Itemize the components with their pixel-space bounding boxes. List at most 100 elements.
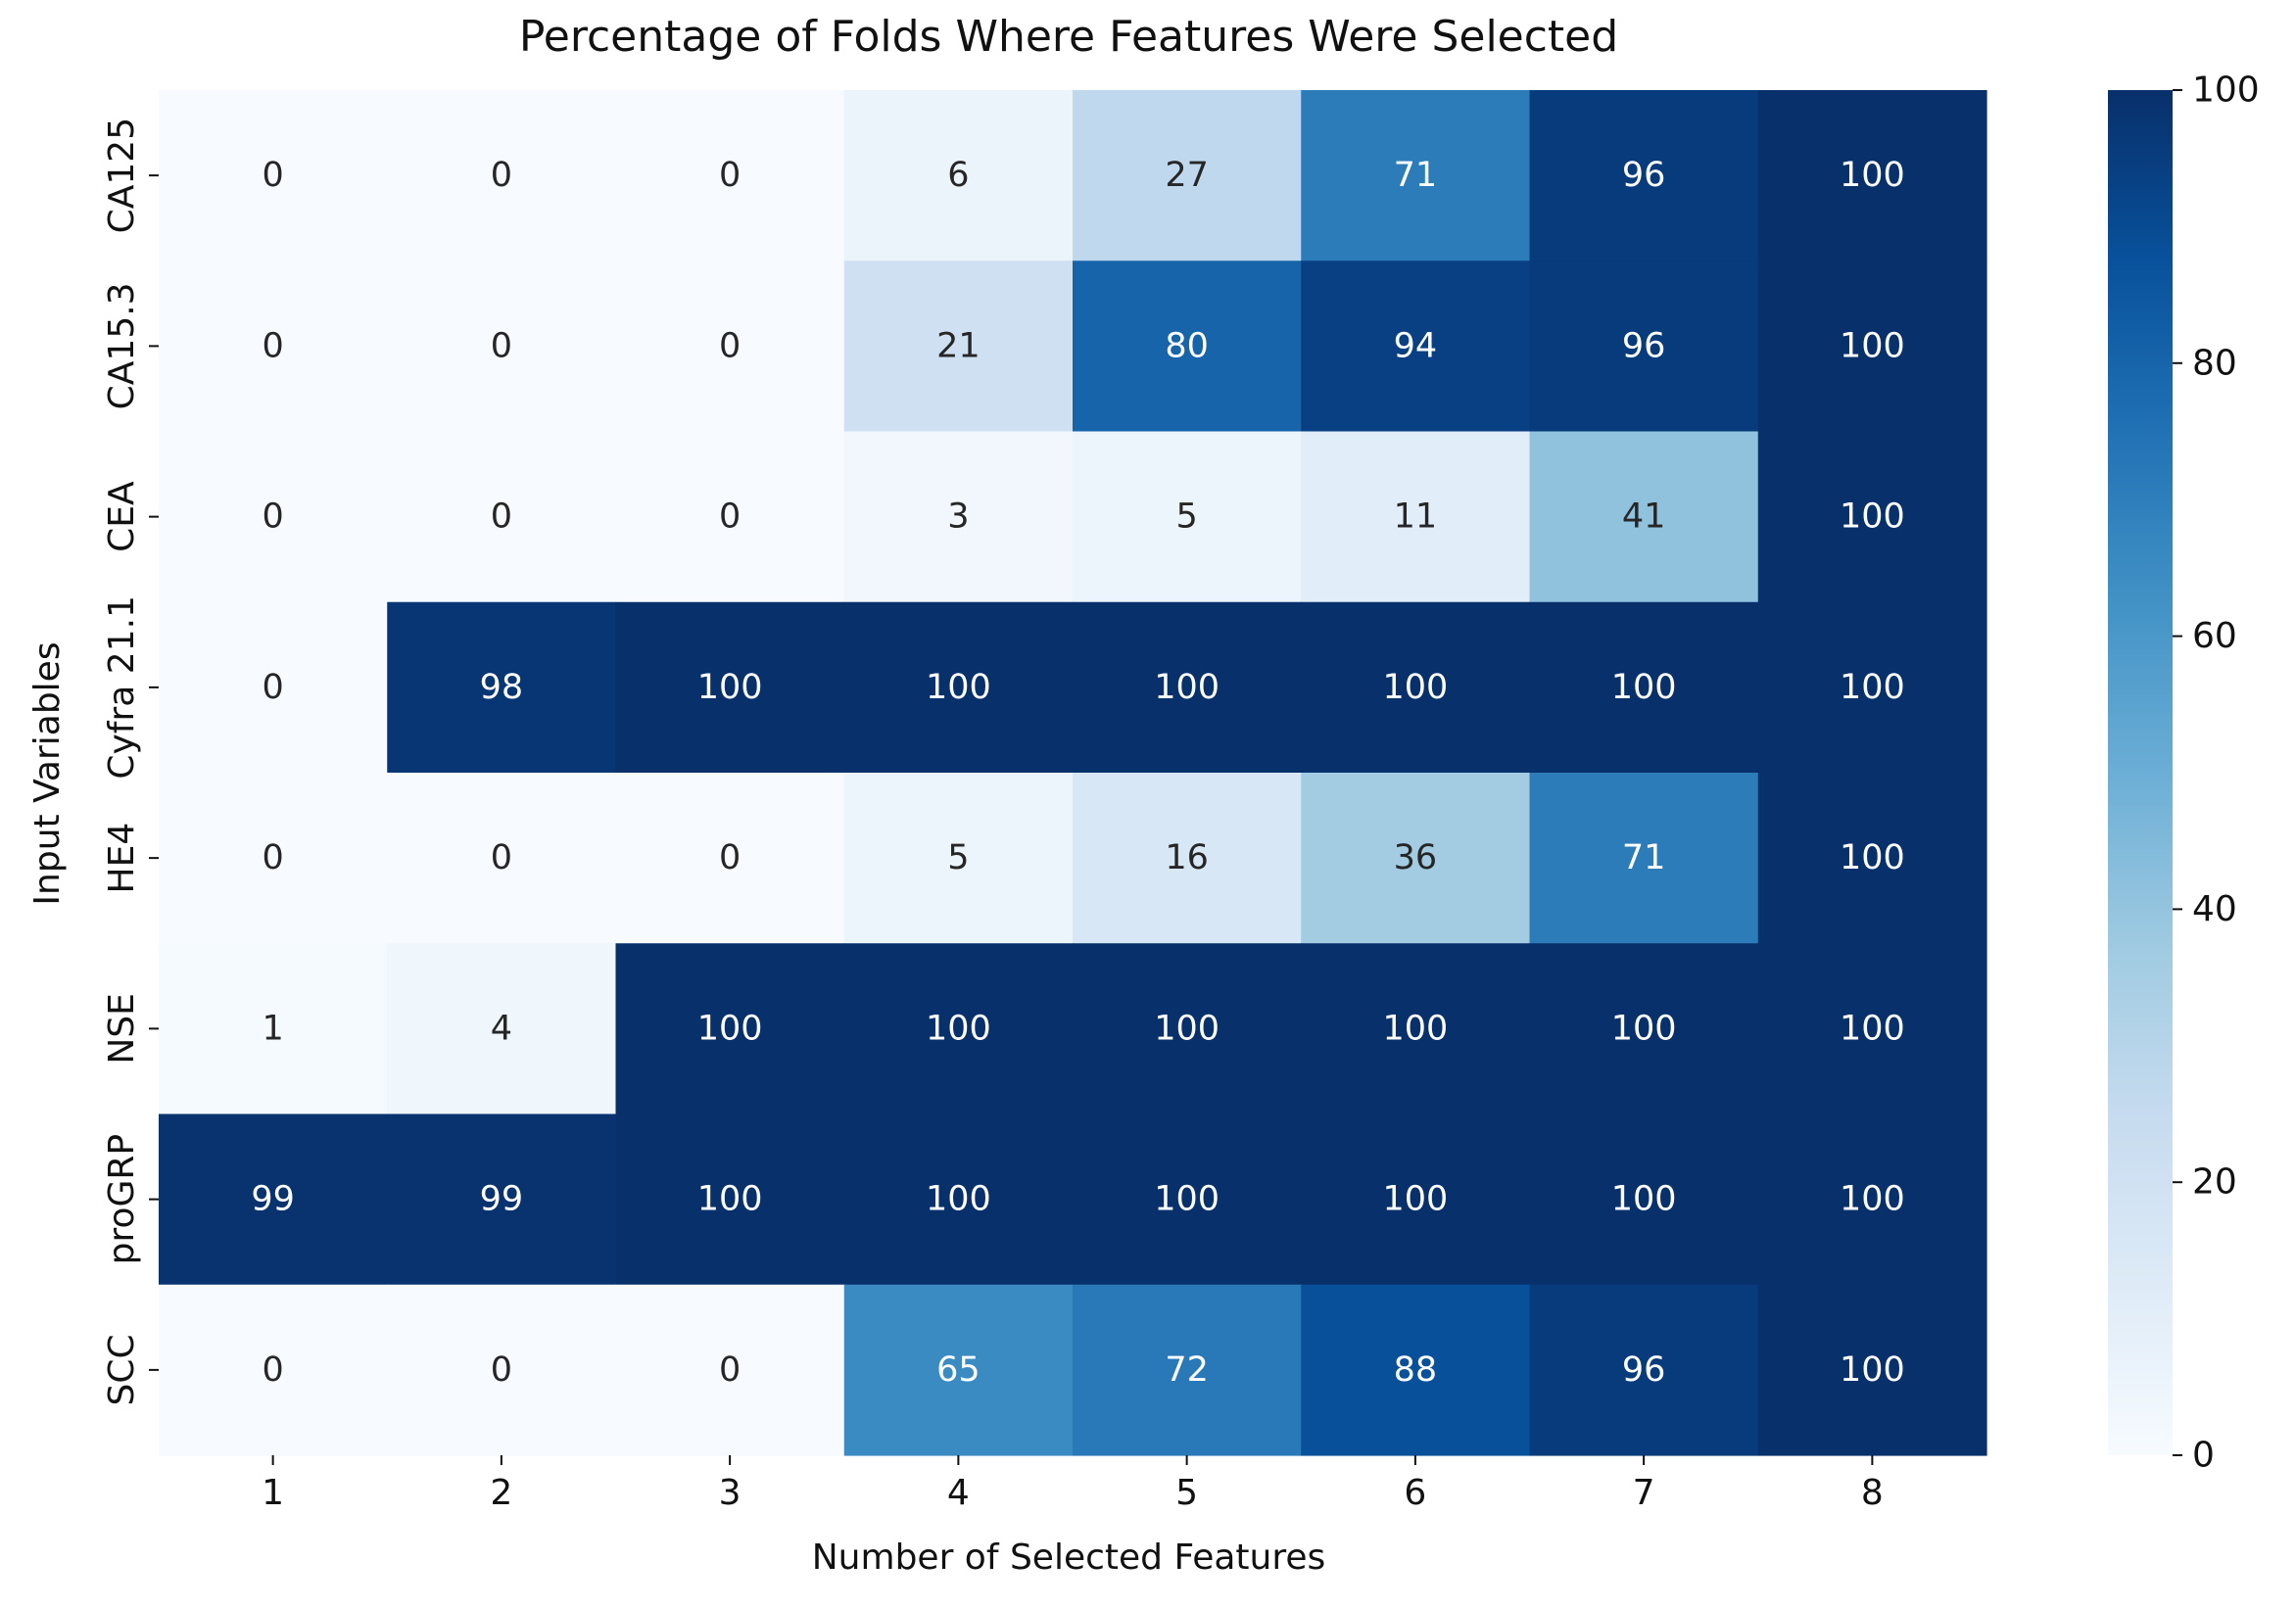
cell-value-label: 36 bbox=[1394, 838, 1438, 877]
cell-value-label: 0 bbox=[491, 156, 512, 195]
cell-value-label: 100 bbox=[697, 1180, 763, 1219]
colorbar bbox=[2108, 90, 2173, 1455]
cell-value-label: 98 bbox=[480, 668, 524, 707]
heatmap-cell bbox=[1301, 601, 1531, 774]
x-tick-label: 3 bbox=[719, 1473, 741, 1513]
cell-value-label: 21 bbox=[936, 326, 981, 365]
cell-value-label: 100 bbox=[1840, 156, 1905, 195]
cell-value-label: 100 bbox=[1611, 1180, 1677, 1219]
cell-value-label: 100 bbox=[1840, 668, 1905, 707]
x-tick-label: 6 bbox=[1404, 1473, 1426, 1513]
heatmap-cell bbox=[1301, 773, 1531, 944]
cell-value-label: 100 bbox=[926, 1180, 991, 1219]
cell-value-label: 5 bbox=[1175, 497, 1197, 537]
cell-value-label: 72 bbox=[1165, 1350, 1209, 1390]
heatmap-cell bbox=[1073, 601, 1302, 774]
heatmap-cell bbox=[159, 431, 388, 603]
cell-value-label: 0 bbox=[491, 838, 512, 877]
cell-value-label: 41 bbox=[1622, 497, 1666, 537]
y-tick-label: CA125 bbox=[102, 118, 142, 233]
x-axis-label: Number of Selected Features bbox=[812, 1538, 1326, 1578]
heatmap-cell bbox=[387, 1113, 617, 1286]
heatmap-cell bbox=[387, 260, 617, 433]
cell-value-label: 0 bbox=[491, 1350, 512, 1390]
y-tick-label: CA15.3 bbox=[102, 282, 142, 409]
heatmap-cell bbox=[615, 431, 845, 603]
cell-value-label: 0 bbox=[262, 326, 283, 365]
cell-value-label: 100 bbox=[926, 1009, 991, 1048]
chart-title: Percentage of Folds Where Features Were … bbox=[519, 12, 1618, 62]
heatmap-cell bbox=[615, 260, 845, 433]
cell-value-label: 99 bbox=[480, 1180, 524, 1219]
cell-value-label: 100 bbox=[1840, 497, 1905, 537]
heatmap-cell bbox=[1073, 431, 1302, 603]
cell-value-label: 0 bbox=[262, 156, 283, 195]
heatmap-cell bbox=[1757, 1113, 1987, 1286]
cell-value-label: 0 bbox=[719, 838, 741, 877]
y-tick-label: NSE bbox=[102, 993, 142, 1065]
y-tick-label: HE4 bbox=[102, 823, 142, 894]
heatmap-cell bbox=[1529, 943, 1759, 1115]
cell-value-label: 100 bbox=[1154, 1180, 1220, 1219]
heatmap-cell bbox=[1073, 90, 1302, 261]
heatmap-cell bbox=[615, 1284, 845, 1456]
cell-value-label: 0 bbox=[719, 497, 741, 537]
heatmap-cell bbox=[159, 773, 388, 944]
cell-value-label: 3 bbox=[947, 497, 969, 537]
cell-value-label: 100 bbox=[1382, 1180, 1448, 1219]
cell-value-label: 71 bbox=[1394, 156, 1438, 195]
heatmap-cell bbox=[1073, 773, 1302, 944]
heatmap-cell bbox=[1757, 601, 1987, 774]
x-tick-label: 1 bbox=[262, 1473, 284, 1513]
cell-value-label: 96 bbox=[1622, 326, 1666, 365]
heatmap-cell bbox=[1529, 601, 1759, 774]
cell-value-label: 100 bbox=[1154, 668, 1220, 707]
heatmap-cell bbox=[387, 773, 617, 944]
colorbar-tick-label: 100 bbox=[2192, 71, 2260, 111]
heatmap-cell bbox=[1529, 1284, 1759, 1456]
cell-value-label: 0 bbox=[719, 326, 741, 365]
heatmap-cell bbox=[1301, 431, 1531, 603]
x-axis: 1 2 3 4 5 6 7 8 bbox=[262, 1455, 1884, 1513]
y-axis-label: Input Variables bbox=[27, 641, 68, 905]
cell-value-label: 0 bbox=[262, 497, 283, 537]
heatmap-cell bbox=[387, 90, 617, 261]
heatmap-cell bbox=[615, 1113, 845, 1286]
heatmap-cell bbox=[1529, 431, 1759, 603]
heatmap-cell bbox=[843, 431, 1074, 603]
cell-value-label: 0 bbox=[262, 838, 283, 877]
y-tick-label: proGRP bbox=[102, 1134, 142, 1265]
heatmap-cell bbox=[387, 1284, 617, 1456]
cell-value-label: 100 bbox=[1840, 838, 1905, 877]
heatmap-cell bbox=[1301, 1284, 1531, 1456]
heatmap-cell bbox=[615, 90, 845, 261]
cell-value-label: 100 bbox=[1611, 668, 1677, 707]
cell-value-label: 100 bbox=[1840, 1180, 1905, 1219]
y-axis: CA125 CA15.3 CEA Cyfra 21.1 HE4 NSE proGRP SCC bbox=[102, 118, 159, 1405]
cell-value-label: 0 bbox=[262, 1350, 283, 1390]
cell-value-label: 96 bbox=[1622, 1350, 1666, 1390]
cell-value-label: 88 bbox=[1394, 1350, 1438, 1390]
heatmap-cell bbox=[1529, 90, 1759, 261]
cell-value-label: 1 bbox=[262, 1009, 283, 1048]
heatmap-cell bbox=[843, 1113, 1074, 1286]
heatmap-cell bbox=[159, 943, 388, 1115]
cell-value-label: 5 bbox=[947, 838, 969, 877]
heatmap-cell bbox=[159, 90, 388, 261]
heatmap-cell bbox=[843, 943, 1074, 1115]
heatmap-cell bbox=[1301, 943, 1531, 1115]
heatmap-cell bbox=[843, 260, 1074, 433]
cell-value-label: 71 bbox=[1622, 838, 1666, 877]
colorbar-tick-label: 60 bbox=[2192, 616, 2237, 656]
heatmap-cells bbox=[159, 90, 1987, 1456]
cell-value-label: 94 bbox=[1394, 326, 1438, 365]
cell-value-label: 0 bbox=[491, 326, 512, 365]
heatmap-cell bbox=[159, 1284, 388, 1456]
colorbar-tick-label: 40 bbox=[2192, 889, 2237, 929]
heatmap-cell bbox=[1301, 260, 1531, 433]
x-tick-label: 5 bbox=[1175, 1473, 1198, 1513]
cell-value-label: 27 bbox=[1165, 156, 1209, 195]
heatmap-cell bbox=[615, 943, 845, 1115]
